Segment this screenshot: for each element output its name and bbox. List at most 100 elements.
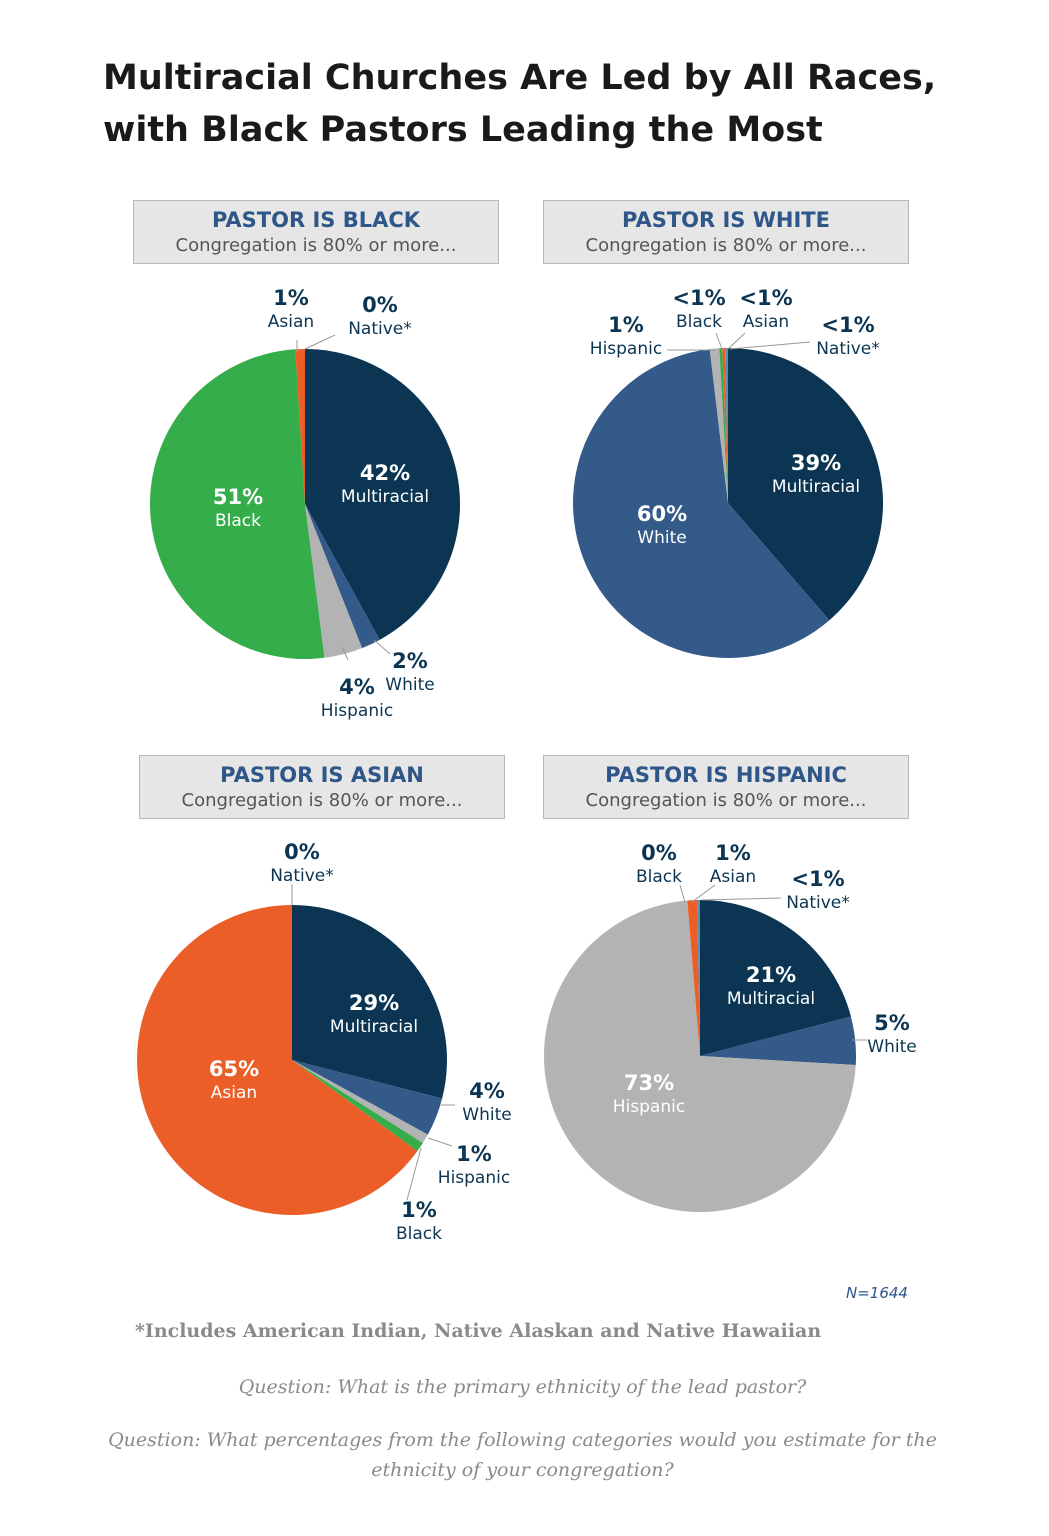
- pie-slice-white: [700, 1016, 857, 1066]
- slice-percent-label-black: 1%: [401, 1198, 437, 1222]
- panel-title: PASTOR IS BLACK: [211, 208, 421, 232]
- pie-slice-black: [149, 349, 325, 660]
- native-footnote: *Includes American Indian, Native Alaska…: [135, 1320, 822, 1342]
- pie-slice-hispanic: [709, 348, 728, 503]
- slice-percent-label-hispanic: 1%: [456, 1142, 492, 1166]
- panel-subtitle: Congregation is 80% or more...: [175, 235, 457, 256]
- pie-slice-white: [573, 349, 830, 658]
- slice-percent-label-white: 4%: [469, 1079, 505, 1103]
- sample-size-note: N=1644: [846, 1284, 908, 1302]
- leader-line-native: [304, 334, 336, 350]
- slice-category-label-black: Black: [396, 1224, 442, 1244]
- pie-slice-hispanic: [292, 1060, 428, 1144]
- pie-slice-asian: [295, 349, 305, 504]
- slice-percent-label-native: <1%: [791, 867, 844, 891]
- slice-category-label-black: Black: [215, 511, 261, 531]
- pie-slice-multiracial: [728, 348, 884, 621]
- slice-category-label-native: Native*: [348, 319, 412, 339]
- panel-header-white-pastor: PASTOR IS WHITE Congregation is 80% or m…: [543, 200, 909, 264]
- pie-slice-native: [697, 900, 700, 1056]
- leader-line-asian: [727, 332, 746, 350]
- pie-slice-black: [292, 1060, 423, 1152]
- pie-slice-multiracial: [305, 349, 461, 640]
- panel-header-hispanic-pastor: PASTOR IS HISPANIC Congregation is 80% o…: [543, 755, 909, 819]
- slice-category-label-white: White: [637, 528, 686, 548]
- slice-percent-label-multiracial: 21%: [746, 963, 796, 987]
- leader-line-white: [373, 639, 391, 655]
- pie-slice-hispanic: [305, 504, 363, 658]
- leader-line-black: [715, 332, 723, 350]
- slice-percent-label-native: 0%: [362, 293, 398, 317]
- leader-line-hispanic: [427, 1137, 453, 1147]
- title-line-2: with Black Pastors Leading the Most: [103, 110, 823, 150]
- slice-percent-label-black: 51%: [213, 485, 263, 509]
- panel-subtitle: Congregation is 80% or more...: [585, 790, 867, 811]
- pie-slice-black: [719, 348, 728, 503]
- slice-percent-label-hispanic: 73%: [624, 1071, 674, 1095]
- slice-category-label-white: White: [867, 1037, 916, 1057]
- question-pastor-ethnicity: Question: What is the primary ethnicity …: [238, 1376, 807, 1398]
- slice-category-label-multiracial: Multiracial: [341, 487, 429, 507]
- slice-category-label-hispanic: Hispanic: [590, 339, 662, 359]
- slice-percent-label-multiracial: 42%: [360, 461, 410, 485]
- panel-title: PASTOR IS ASIAN: [220, 763, 424, 787]
- slice-percent-label-asian: <1%: [739, 286, 792, 310]
- leader-line-hispanic: [341, 646, 349, 661]
- slice-percent-label-white: 2%: [392, 649, 428, 673]
- slice-percent-label-asian: 1%: [273, 286, 309, 310]
- slice-percent-label-hispanic: 1%: [608, 313, 644, 337]
- panel-title: PASTOR IS HISPANIC: [605, 763, 847, 787]
- pie-slice-asian: [722, 348, 728, 503]
- pie-slice-asian: [687, 900, 700, 1056]
- slice-percent-label-native: <1%: [821, 313, 874, 337]
- slice-category-label-multiracial: Multiracial: [727, 989, 815, 1009]
- slice-category-label-multiracial: Multiracial: [330, 1017, 418, 1037]
- infographic-title: Multiracial Churches Are Led by All Race…: [103, 52, 1023, 156]
- slice-category-label-asian: Asian: [743, 312, 789, 332]
- slice-category-label-multiracial: Multiracial: [772, 477, 860, 497]
- pie-slice-hispanic: [544, 900, 856, 1213]
- slice-percent-label-white: 60%: [637, 502, 687, 526]
- pie-slice-native: [725, 348, 728, 503]
- slice-percent-label-multiracial: 39%: [791, 451, 841, 475]
- slice-category-label-native: Native*: [786, 893, 850, 913]
- leader-line-native: [700, 897, 782, 901]
- panel-subtitle: Congregation is 80% or more...: [585, 235, 867, 256]
- slice-percent-label-multiracial: 29%: [349, 991, 399, 1015]
- leader-line-black: [679, 884, 686, 903]
- slice-percent-label-white: 5%: [874, 1011, 910, 1035]
- panel-header-asian-pastor: PASTOR IS ASIAN Congregation is 80% or m…: [139, 755, 505, 819]
- slice-percent-label-black: 0%: [641, 841, 677, 865]
- pie-slice-multiracial: [292, 905, 448, 1099]
- slice-percent-label-black: <1%: [672, 286, 725, 310]
- leader-line-native: [729, 341, 811, 350]
- slice-percent-label-asian: 65%: [209, 1057, 259, 1081]
- slice-category-label-native: Native*: [270, 866, 334, 886]
- panel-title: PASTOR IS WHITE: [622, 208, 830, 232]
- pie-slice-multiracial: [700, 900, 851, 1056]
- leader-line-black: [406, 1147, 422, 1201]
- slice-percent-label-native: 0%: [284, 840, 320, 864]
- slice-category-label-hispanic: Hispanic: [438, 1168, 510, 1188]
- slice-category-label-black: Black: [676, 312, 722, 332]
- pie-slice-white: [292, 1060, 443, 1135]
- slice-percent-label-asian: 1%: [715, 841, 751, 865]
- pie-slice-asian: [137, 905, 418, 1215]
- slice-percent-label-hispanic: 4%: [339, 675, 375, 699]
- slice-category-label-black: Black: [636, 867, 682, 887]
- title-line-1: Multiracial Churches Are Led by All Race…: [103, 58, 937, 98]
- slice-category-label-white: White: [385, 675, 434, 695]
- panel-subtitle: Congregation is 80% or more...: [181, 790, 463, 811]
- slice-category-label-asian: Asian: [268, 312, 314, 332]
- question-congregation-ethnicity: Question: What percentages from the foll…: [108, 1429, 937, 1481]
- slice-category-label-hispanic: Hispanic: [613, 1097, 685, 1117]
- panel-header-black-pastor: PASTOR IS BLACK Congregation is 80% or m…: [133, 200, 499, 264]
- pie-slice-white: [305, 504, 380, 649]
- slice-category-label-hispanic: Hispanic: [321, 701, 393, 721]
- slice-category-label-asian: Asian: [710, 867, 756, 887]
- slice-category-label-native: Native*: [816, 339, 880, 359]
